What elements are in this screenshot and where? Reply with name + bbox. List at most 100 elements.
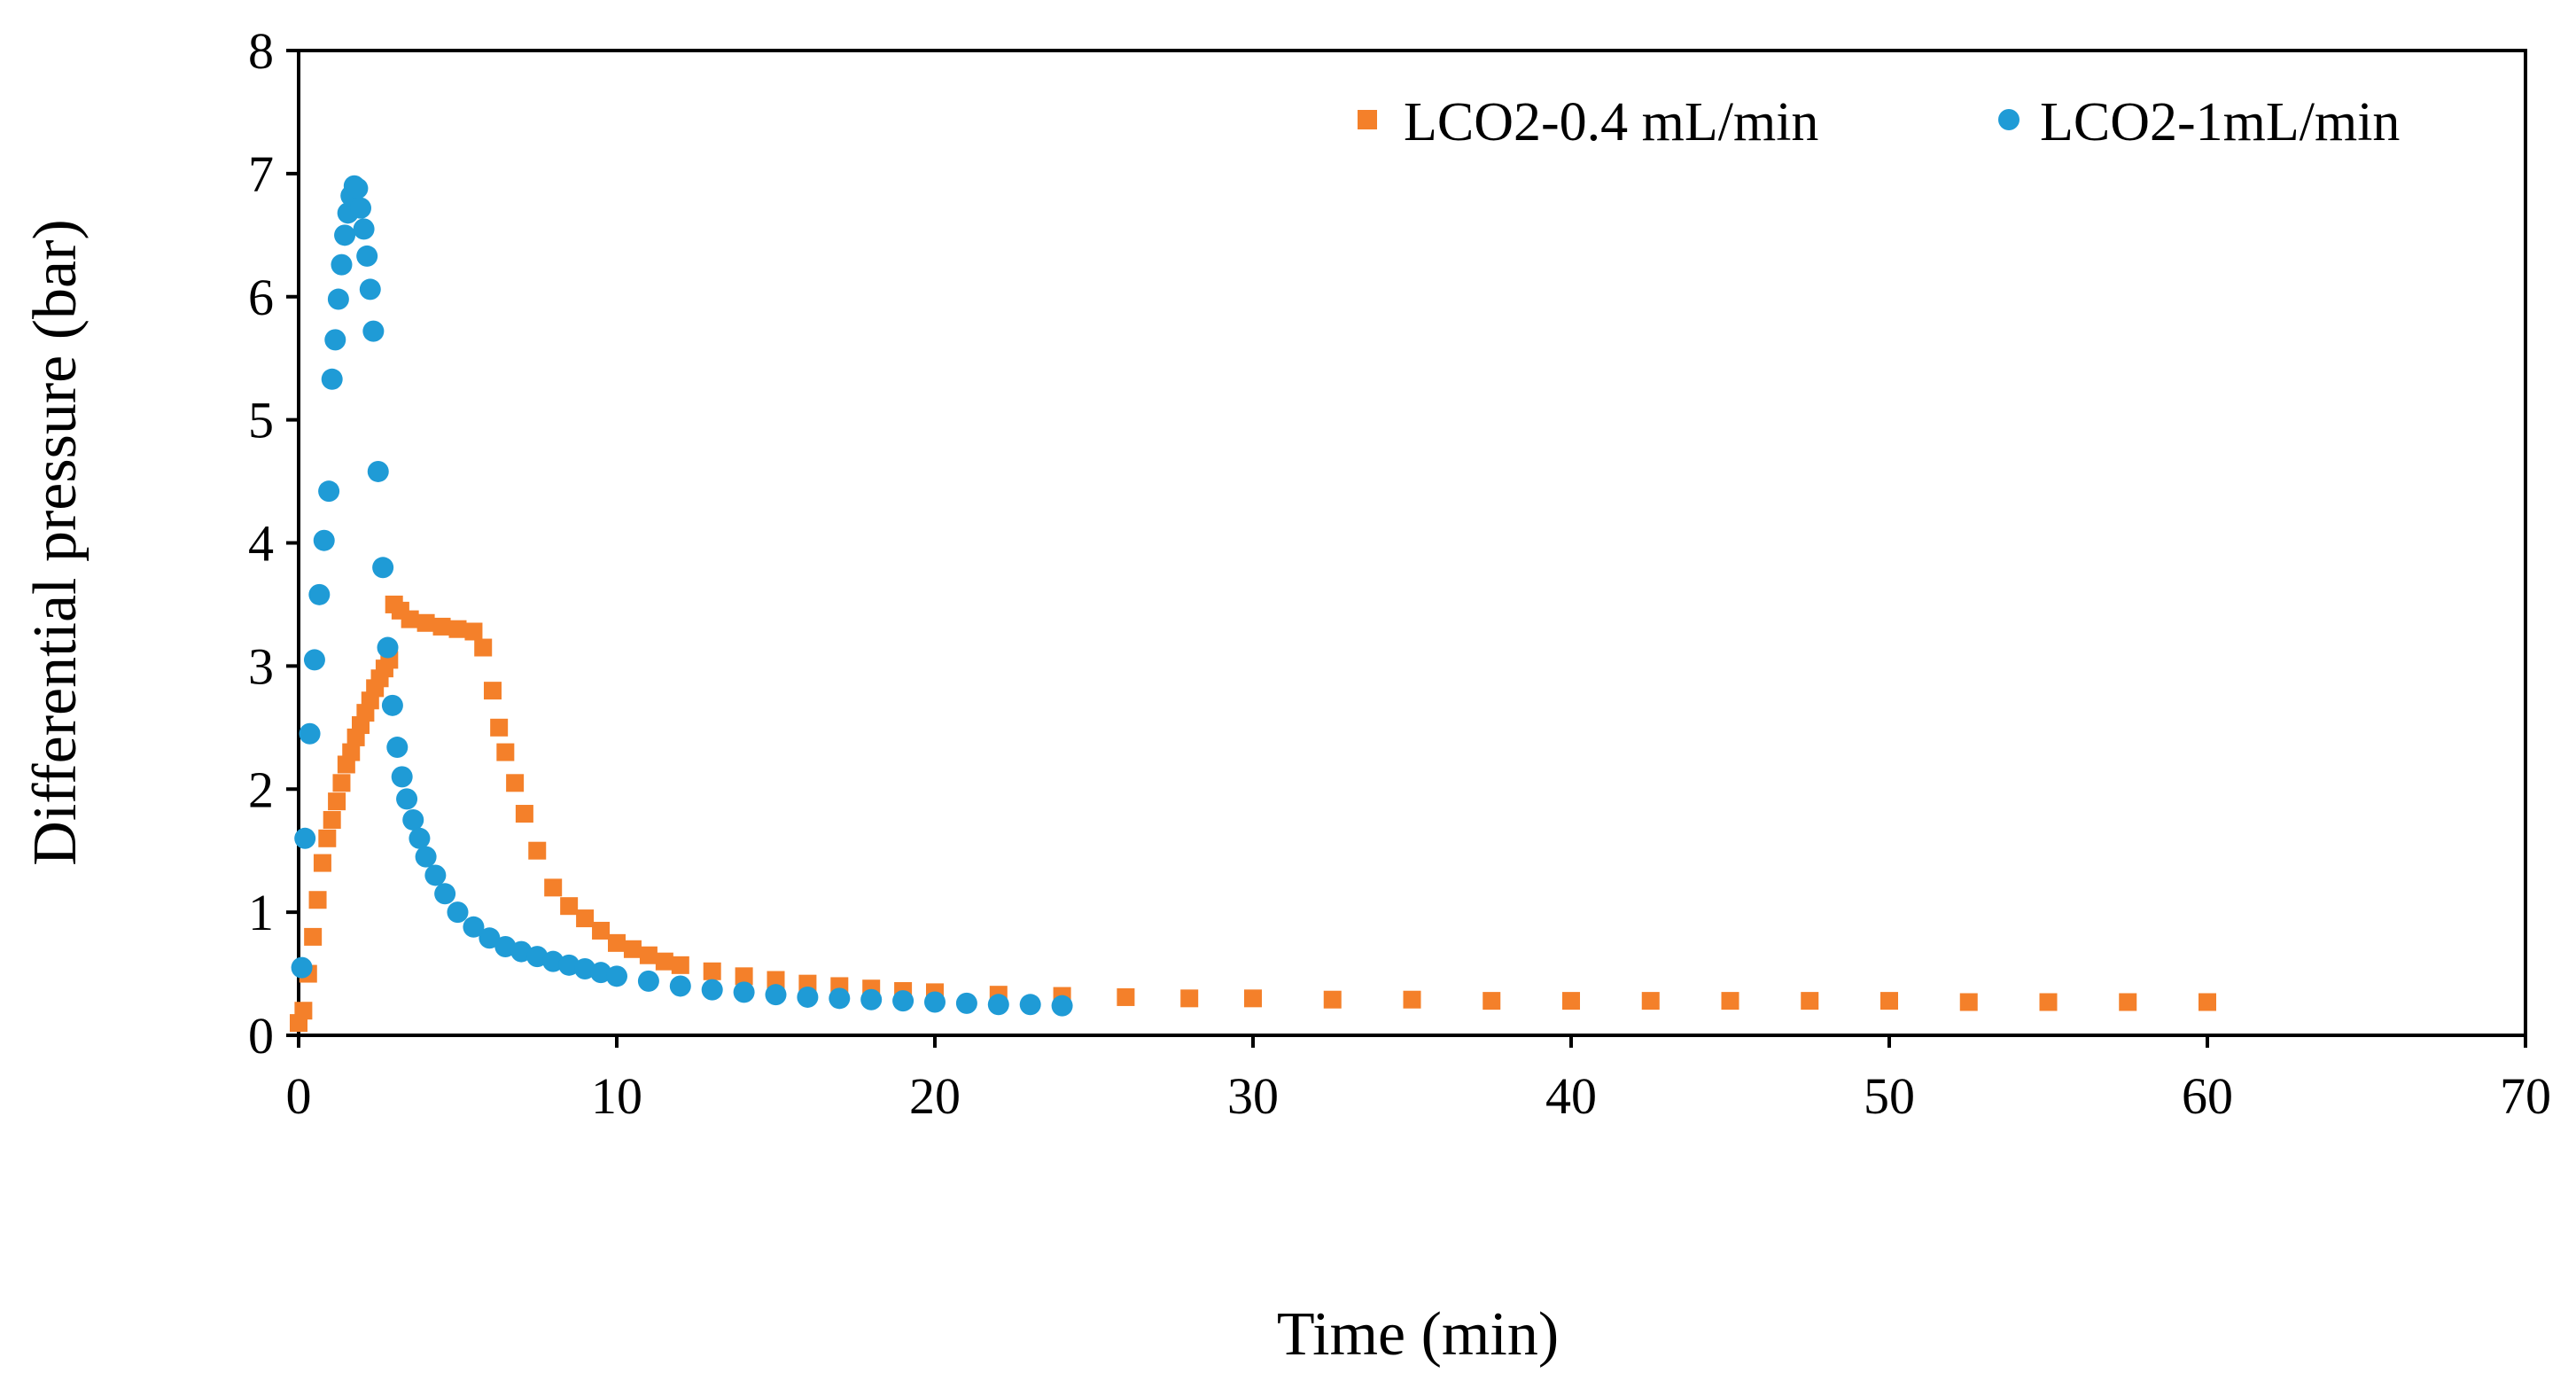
data-point-lco2-1 — [558, 954, 580, 976]
data-point-lco2-1 — [308, 583, 331, 605]
data-point-lco2-0-4 — [1180, 989, 1199, 1008]
legend: LCO2-0.4 mL/min LCO2-1mL/min — [1358, 92, 2400, 152]
data-point-lco2-0-4 — [294, 1002, 313, 1020]
data-point-lco2-1 — [313, 529, 335, 551]
data-point-lco2-0-4 — [2119, 993, 2137, 1011]
data-point-lco2-1 — [334, 224, 356, 246]
data-point-lco2-1 — [829, 987, 851, 1010]
data-point-lco2-0-4 — [515, 805, 533, 823]
data-point-lco2-1 — [353, 218, 375, 240]
data-point-lco2-0-4 — [560, 897, 579, 916]
data-point-lco2-0-4 — [703, 962, 721, 980]
data-point-lco2-1 — [294, 827, 316, 849]
data-point-lco2-1 — [324, 329, 346, 351]
data-point-lco2-0-4 — [1959, 993, 1978, 1011]
data-point-lco2-0-4 — [483, 682, 502, 700]
data-point-lco2-1 — [987, 994, 1009, 1016]
data-point-lco2-1 — [409, 827, 431, 849]
data-point-lco2-1 — [669, 975, 691, 997]
series-lco2-1-layer — [291, 175, 1073, 1017]
data-point-lco2-1 — [381, 694, 403, 716]
data-point-lco2-1 — [291, 956, 313, 979]
data-point-lco2-0-4 — [318, 829, 337, 847]
data-point-lco2-1 — [1019, 994, 1041, 1016]
y-tick-label: 4 — [248, 515, 274, 573]
data-point-lco2-0-4 — [342, 743, 361, 761]
data-point-lco2-1 — [606, 965, 627, 987]
data-point-lco2-1 — [479, 927, 501, 949]
plot-area — [297, 49, 2527, 1037]
data-point-lco2-1 — [955, 992, 977, 1014]
data-point-lco2-0-4 — [506, 774, 525, 792]
x-tick-label: 30 — [1227, 1067, 1279, 1125]
data-point-lco2-0-4 — [304, 927, 323, 946]
data-point-lco2-0-4 — [592, 921, 611, 940]
data-point-lco2-1 — [765, 984, 787, 1006]
data-point-lco2-0-4 — [328, 792, 346, 811]
legend-marker-lco2-0-4 — [1358, 110, 1377, 129]
y-tick-label: 6 — [248, 269, 274, 326]
data-point-lco2-1 — [318, 480, 340, 503]
data-point-lco2-1 — [386, 737, 409, 759]
data-point-lco2-0-4 — [1562, 992, 1580, 1010]
data-point-lco2-1 — [331, 254, 353, 276]
data-point-lco2-1 — [637, 970, 659, 992]
data-point-lco2-0-4 — [1244, 989, 1262, 1008]
data-point-lco2-1 — [362, 320, 385, 342]
y-tick-label: 1 — [248, 884, 274, 941]
data-point-lco2-1 — [701, 979, 723, 1001]
data-point-lco2-1 — [402, 808, 424, 831]
x-tick-label: 60 — [2182, 1067, 2233, 1125]
data-point-lco2-1 — [892, 990, 914, 1012]
x-tick-label: 40 — [1545, 1067, 1597, 1125]
data-point-lco2-0-4 — [401, 610, 419, 628]
data-point-lco2-0-4 — [1721, 992, 1739, 1010]
y-tick-label: 7 — [248, 145, 274, 203]
data-point-lco2-1 — [321, 368, 343, 390]
data-point-lco2-0-4 — [1801, 992, 1819, 1010]
y-tick-label: 8 — [248, 22, 274, 80]
data-point-lco2-0-4 — [313, 854, 331, 872]
data-point-lco2-0-4 — [655, 952, 673, 971]
data-point-lco2-0-4 — [735, 967, 753, 986]
data-point-lco2-1 — [367, 460, 389, 482]
data-point-lco2-0-4 — [2199, 993, 2216, 1011]
data-point-lco2-0-4 — [496, 743, 515, 761]
data-point-lco2-1 — [396, 788, 418, 810]
data-point-lco2-1 — [350, 197, 372, 219]
data-point-lco2-1 — [733, 981, 755, 1003]
data-point-lco2-0-4 — [1323, 990, 1342, 1009]
data-point-lco2-1 — [346, 177, 369, 199]
data-point-lco2-1 — [356, 245, 378, 267]
data-point-lco2-0-4 — [1641, 992, 1660, 1010]
data-point-lco2-0-4 — [767, 971, 785, 989]
data-point-lco2-0-4 — [448, 620, 467, 638]
data-point-lco2-1 — [447, 901, 469, 924]
x-tick-label: 10 — [591, 1067, 642, 1125]
y-axis-title: Differential pressure (bar) — [21, 219, 89, 865]
y-tick-label: 3 — [248, 637, 274, 695]
data-point-lco2-0-4 — [308, 891, 327, 909]
data-point-lco2-0-4 — [1483, 992, 1501, 1010]
x-tick-label: 70 — [2500, 1067, 2551, 1125]
data-point-lco2-1 — [542, 950, 564, 972]
data-point-lco2-0-4 — [576, 909, 595, 928]
data-point-lco2-1 — [299, 722, 321, 745]
data-point-lco2-0-4 — [544, 878, 563, 897]
data-point-lco2-0-4 — [608, 933, 626, 952]
data-point-lco2-1 — [924, 991, 946, 1013]
data-point-lco2-1 — [391, 766, 413, 788]
x-axis-ticks: 0 10 20 30 40 50 60 70 — [286, 1035, 2551, 1125]
data-point-lco2-0-4 — [474, 638, 493, 657]
data-point-lco2-0-4 — [464, 622, 483, 641]
data-point-lco2-0-4 — [623, 940, 642, 958]
data-point-lco2-1 — [303, 649, 325, 671]
data-point-lco2-0-4 — [639, 946, 658, 964]
data-point-lco2-0-4 — [1117, 987, 1135, 1006]
data-point-lco2-0-4 — [432, 617, 451, 636]
y-tick-label: 2 — [248, 761, 274, 818]
legend-label-lco2-0-4: LCO2-0.4 mL/min — [1404, 92, 1818, 152]
legend-marker-lco2-1 — [1998, 109, 2020, 130]
data-point-lco2-0-4 — [1403, 990, 1421, 1009]
